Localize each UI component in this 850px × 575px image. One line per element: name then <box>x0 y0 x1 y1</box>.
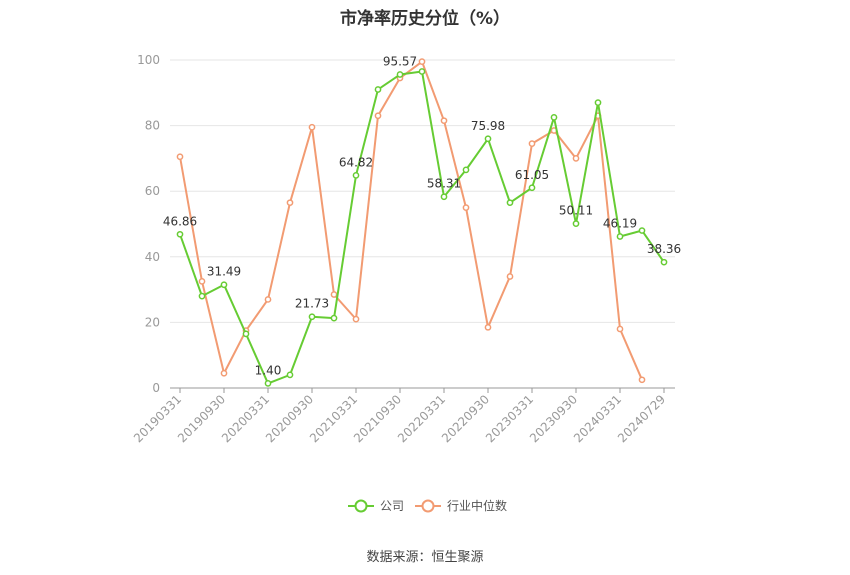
data-point <box>616 325 624 333</box>
data-point <box>220 281 228 289</box>
data-point <box>264 380 272 387</box>
chart-title: 市净率历史分位（%） <box>339 9 511 29</box>
data-point <box>440 117 448 125</box>
data-point <box>528 140 536 147</box>
data-point <box>264 296 272 303</box>
data-point <box>484 323 492 331</box>
y-tick-label: 60 <box>145 184 160 198</box>
data-point <box>374 112 382 120</box>
data-point <box>308 313 316 321</box>
data-label: 21.73 <box>295 297 329 311</box>
data-point <box>638 227 646 234</box>
data-label: 31.49 <box>207 265 241 279</box>
data-point <box>330 314 338 322</box>
data-point <box>616 233 624 240</box>
data-point <box>418 68 426 75</box>
data-point <box>374 86 382 93</box>
data-point <box>638 376 646 384</box>
data-label: 58.31 <box>427 177 461 191</box>
y-tick-label: 100 <box>137 53 160 67</box>
data-label: 61.05 <box>515 168 549 182</box>
y-tick-label: 40 <box>145 250 160 264</box>
y-tick-label: 20 <box>145 315 160 329</box>
data-point <box>484 135 492 143</box>
x-tick-label: 20240729 <box>615 392 668 445</box>
data-point <box>528 184 536 192</box>
series-line-1 <box>179 60 643 381</box>
data-point <box>198 292 206 300</box>
data-point <box>462 166 470 174</box>
data-point <box>176 230 184 238</box>
data-point <box>506 273 514 280</box>
data-point <box>198 278 206 285</box>
data-point <box>440 193 448 201</box>
data-label: 46.86 <box>163 214 197 228</box>
data-point <box>220 369 228 377</box>
legend-marker <box>354 499 368 513</box>
series-line-0 <box>179 70 665 385</box>
data-point <box>594 99 602 106</box>
legend-label: 公司 <box>380 499 404 513</box>
legend-label: 行业中位数 <box>447 498 507 513</box>
data-point <box>506 199 514 207</box>
y-tick-label: 0 <box>152 381 160 395</box>
data-point <box>572 220 580 227</box>
data-point <box>352 172 360 179</box>
data-point <box>330 291 338 298</box>
data-label: 95.57 <box>383 55 417 69</box>
data-point <box>176 153 184 161</box>
data-source: 数据来源：恒生聚源 <box>366 550 484 565</box>
data-point <box>242 330 250 338</box>
legend-marker <box>421 499 435 513</box>
data-point <box>572 155 580 162</box>
data-point <box>352 315 360 323</box>
data-point <box>286 199 294 207</box>
y-tick-label: 80 <box>145 119 160 133</box>
data-point <box>286 371 294 379</box>
data-label: 38.36 <box>647 242 681 256</box>
data-label: 64.82 <box>339 155 373 169</box>
data-label: 1.40 <box>255 363 282 377</box>
data-label: 50.11 <box>559 204 593 218</box>
data-point <box>418 58 426 65</box>
data-point <box>550 114 558 121</box>
data-label: 46.19 <box>603 216 637 230</box>
data-point <box>660 258 668 266</box>
data-point <box>308 123 316 131</box>
data-point <box>396 71 404 78</box>
data-label: 75.98 <box>471 119 505 133</box>
data-point <box>462 204 470 211</box>
